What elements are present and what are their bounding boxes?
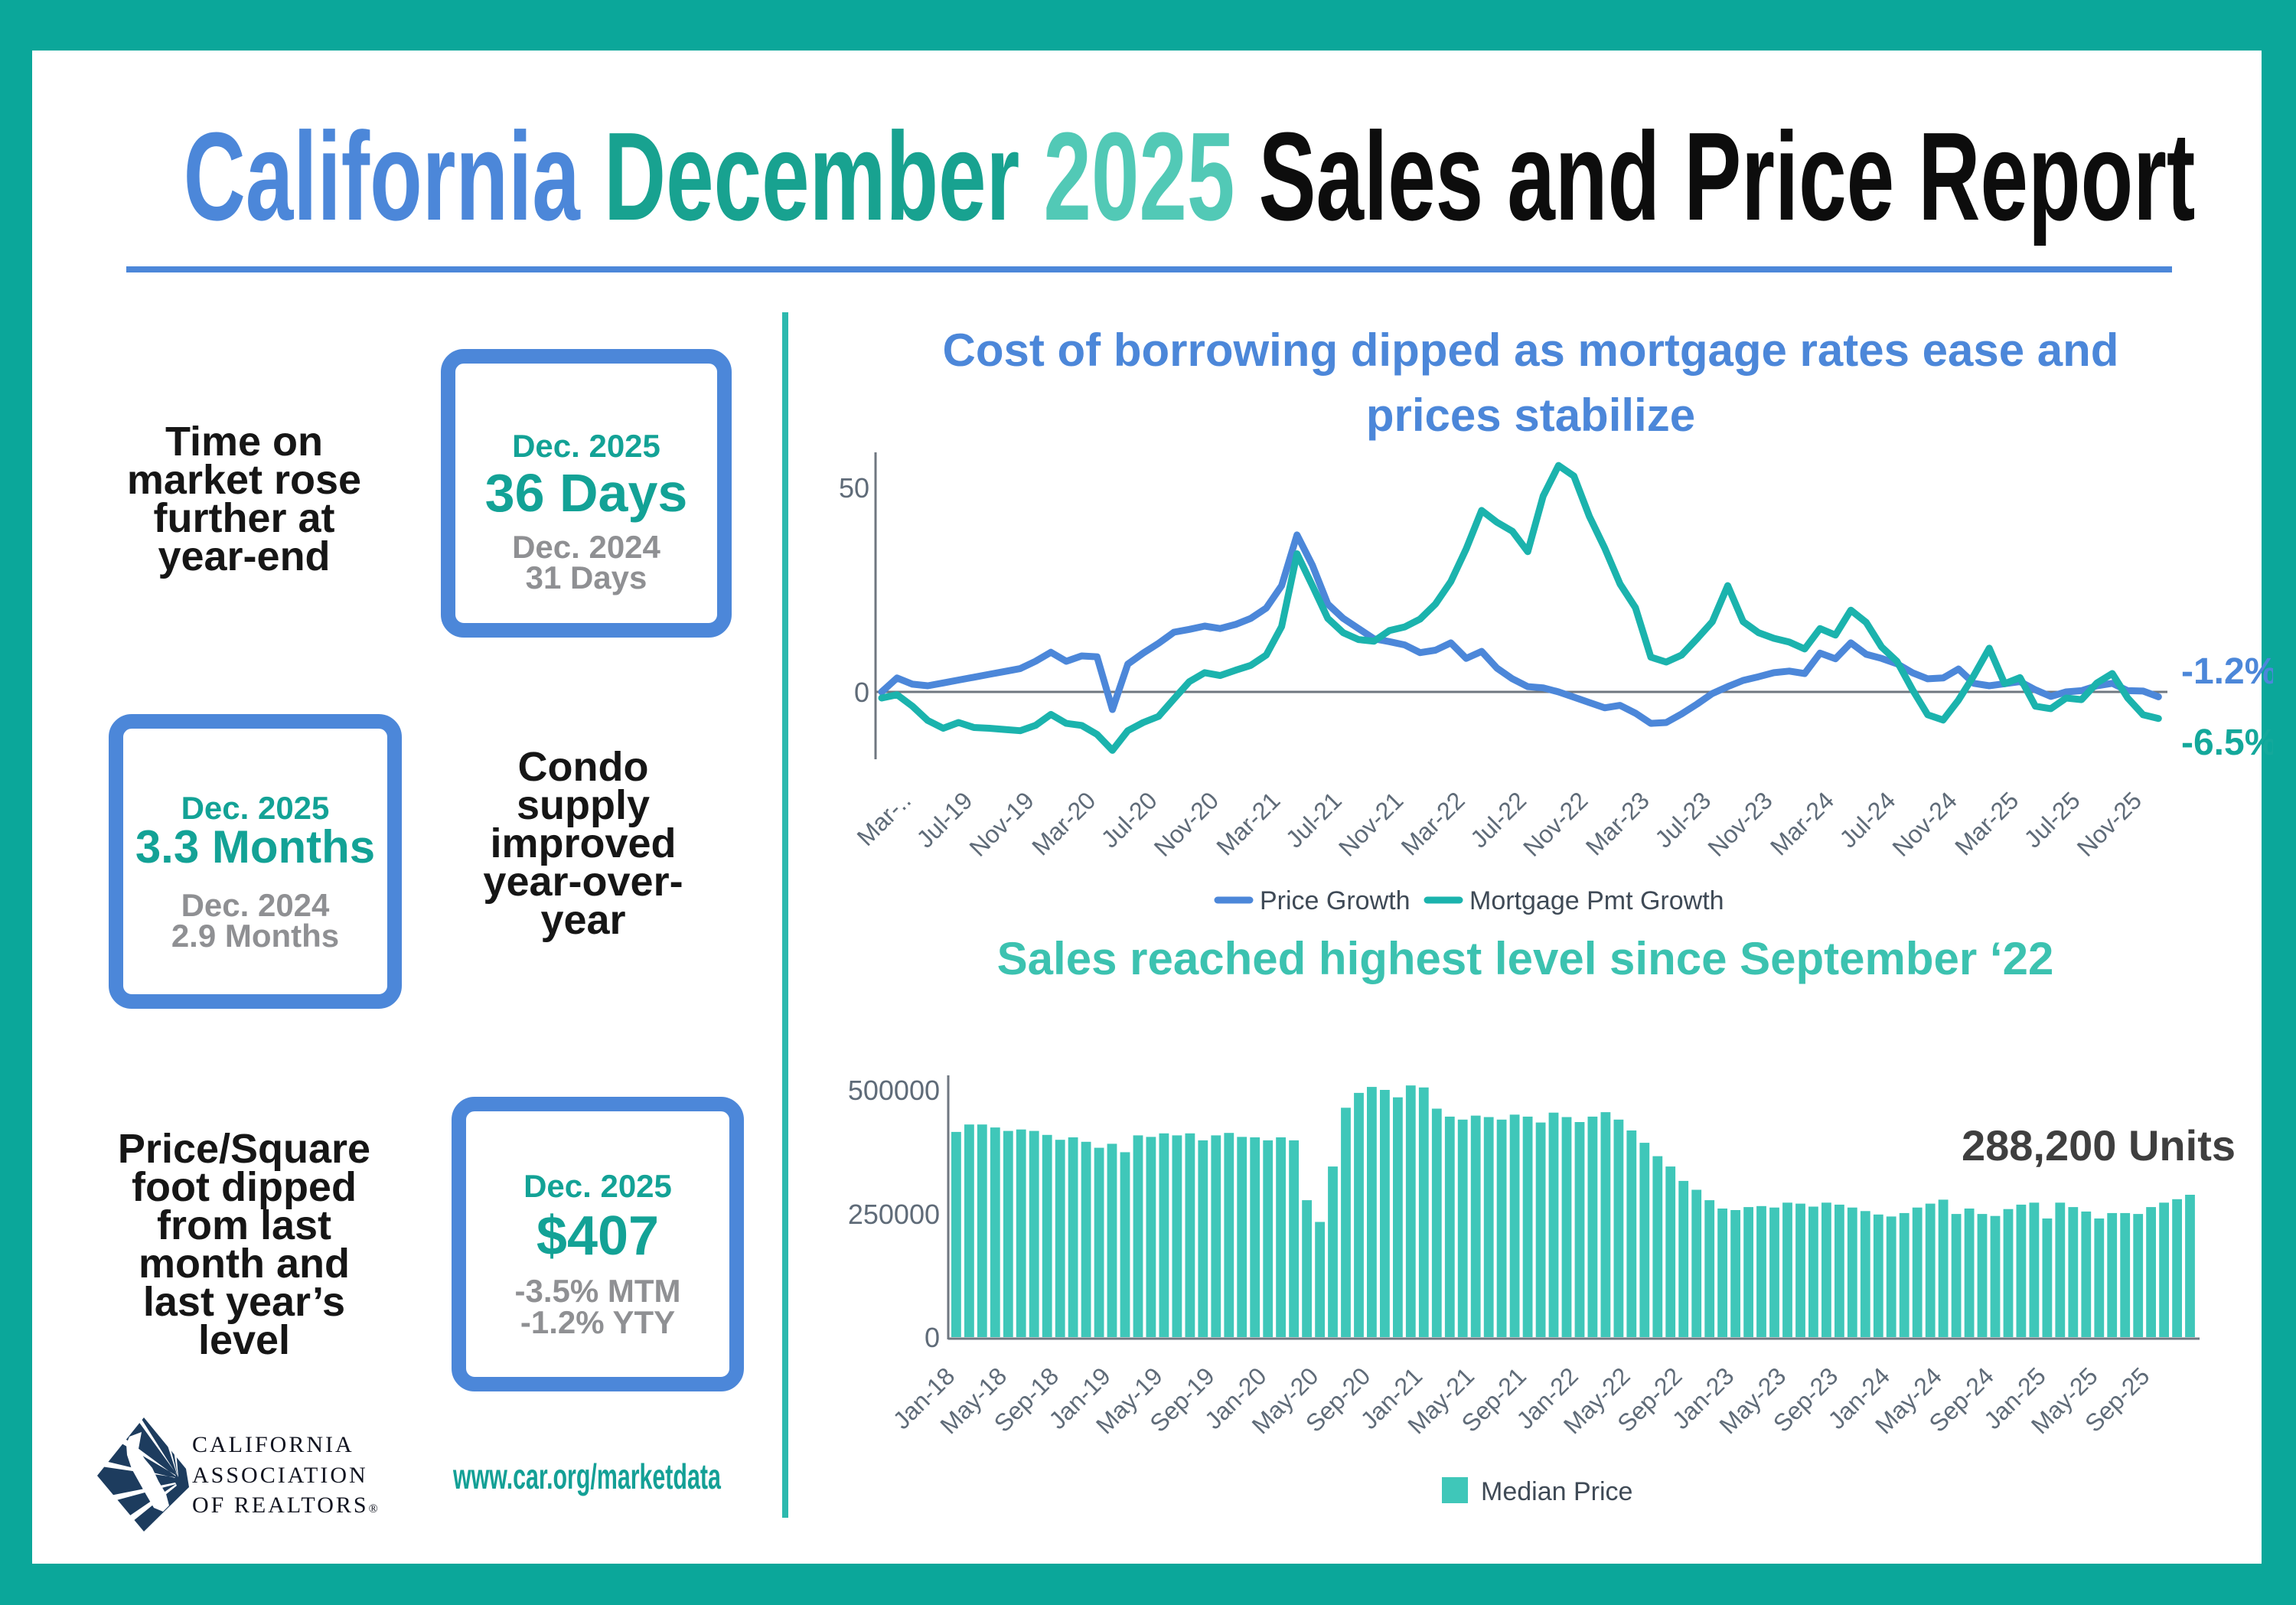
svg-text:250000: 250000 <box>848 1199 940 1230</box>
svg-text:Mar-..: Mar-.. <box>852 786 917 851</box>
svg-text:Mar-25: Mar-25 <box>1949 786 2024 860</box>
svg-text:-6.5%: -6.5% <box>2181 723 2273 763</box>
svg-text:Nov-24: Nov-24 <box>1887 786 1962 861</box>
svg-text:Nov-21: Nov-21 <box>1333 786 1408 861</box>
svg-text:288,200 Units: 288,200 Units <box>1962 1121 2236 1169</box>
svg-text:Price Growth: Price Growth <box>1260 886 1411 915</box>
svg-text:Mar-22: Mar-22 <box>1396 786 1470 860</box>
svg-text:Median Price: Median Price <box>1481 1477 1632 1506</box>
svg-text:Cost of borrowing dipped as mo: Cost of borrowing dipped as mortgage rat… <box>943 325 2119 376</box>
svg-text:prices stabilize: prices stabilize <box>1366 390 1695 441</box>
svg-text:Mar-23: Mar-23 <box>1580 786 1655 860</box>
svg-text:500000: 500000 <box>848 1075 940 1106</box>
svg-text:Mar-20: Mar-20 <box>1026 786 1101 860</box>
svg-text:50: 50 <box>839 472 869 504</box>
svg-text:Nov-22: Nov-22 <box>1518 786 1593 861</box>
svg-text:Nov-25: Nov-25 <box>2072 786 2147 861</box>
svg-text:Mar-24: Mar-24 <box>1765 786 1839 860</box>
svg-text:Nov-23: Nov-23 <box>1702 786 1777 861</box>
svg-text:0: 0 <box>854 677 869 708</box>
svg-text:Nov-20: Nov-20 <box>1149 786 1224 861</box>
svg-text:Nov-19: Nov-19 <box>964 786 1039 861</box>
svg-text:Mortgage Pmt Growth: Mortgage Pmt Growth <box>1469 886 1724 915</box>
svg-text:Mar-21: Mar-21 <box>1211 786 1285 860</box>
svg-text:-1.2%: -1.2% <box>2181 651 2273 692</box>
svg-text:Sales reached highest level si: Sales reached highest level since Septem… <box>997 934 2054 984</box>
svg-text:0: 0 <box>925 1322 940 1353</box>
